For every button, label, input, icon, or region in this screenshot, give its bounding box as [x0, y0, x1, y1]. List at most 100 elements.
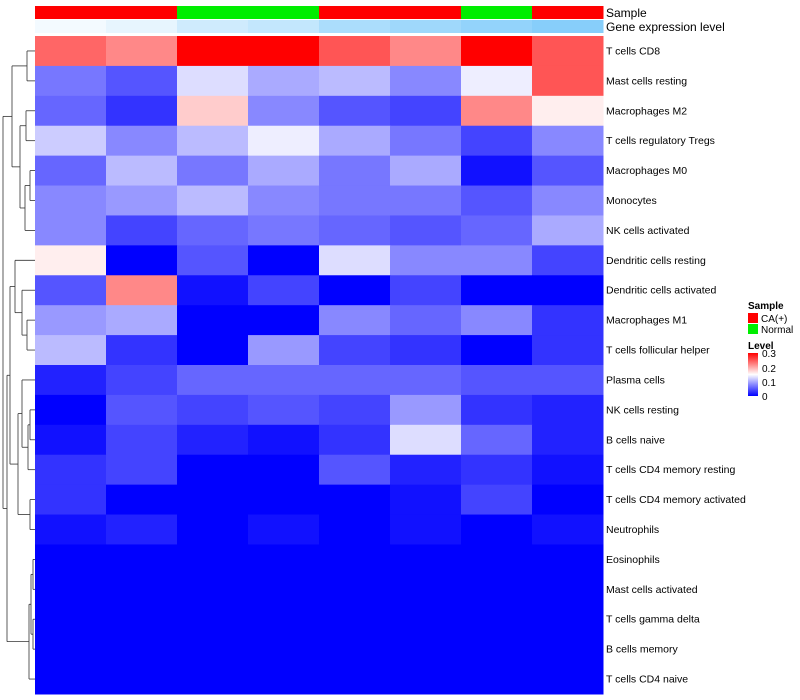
expression-annotation-cell — [35, 20, 107, 33]
heatmap-cell — [461, 305, 533, 336]
heatmap-cell — [106, 65, 178, 97]
heatmap-cell — [177, 454, 249, 486]
row-label: Macrophages M2 — [606, 105, 687, 117]
heatmap-cell — [106, 664, 178, 695]
row-dendrogram — [2, 50, 35, 680]
row-label: Plasma cells — [606, 374, 665, 386]
heatmap-cell — [461, 365, 533, 396]
legend-tick-0.3: 0.3 — [762, 349, 776, 360]
heatmap-cell — [319, 215, 391, 246]
heatmap-cell — [532, 215, 604, 246]
heatmap-cell — [106, 125, 178, 157]
sample-annotation-cell — [319, 6, 391, 19]
heatmap-cell — [35, 604, 107, 635]
heatmap-cell — [35, 215, 107, 246]
heatmap-cell — [35, 275, 107, 306]
heatmap-cell — [177, 305, 249, 336]
heatmap-cell — [177, 514, 249, 545]
heatmap-cell — [461, 544, 533, 575]
heatmap-cell — [390, 394, 462, 426]
heatmap-cell — [390, 215, 462, 246]
heatmap-cell — [106, 245, 178, 276]
heatmap-cell — [248, 604, 320, 635]
legend-entry-ca: CA(+) — [761, 314, 787, 325]
heatmap-cell — [35, 424, 107, 456]
row-label: T cells gamma delta — [606, 614, 700, 626]
heatmap-cell — [390, 574, 462, 605]
sample-annotation-cell — [461, 6, 533, 19]
heatmap-cell — [390, 65, 462, 97]
row-label: B cells naive — [606, 434, 665, 446]
heatmap-cell — [106, 454, 178, 486]
heatmap-cell — [532, 125, 604, 157]
heatmap-cell — [248, 65, 320, 97]
heatmap-cell — [390, 544, 462, 575]
heatmap-cell — [248, 544, 320, 575]
heatmap-cell — [35, 544, 107, 575]
expression-annotation-cell — [390, 20, 462, 33]
heatmap-cell — [390, 305, 462, 336]
heatmap-cell — [177, 95, 249, 127]
heatmap-cell — [461, 394, 533, 426]
heatmap-cell — [319, 484, 391, 516]
heatmap-cell — [461, 574, 533, 605]
row-label: NK cells resting — [606, 404, 679, 416]
heatmap-cell — [532, 394, 604, 426]
heatmap-cell — [461, 245, 533, 276]
heatmap-cell — [319, 514, 391, 545]
heatmap-cell — [390, 514, 462, 545]
heatmap-cell — [106, 394, 178, 426]
heatmap-cell — [319, 95, 391, 127]
heatmap-cell — [532, 634, 604, 665]
heatmap-cell — [177, 394, 249, 426]
heatmap-cell — [461, 185, 533, 216]
row-label: Eosinophils — [606, 554, 660, 566]
heatmap-cell — [532, 305, 604, 336]
heatmap-cell — [319, 305, 391, 336]
heatmap-cell — [461, 155, 533, 187]
heatmap-cell — [390, 95, 462, 127]
heatmap-cell — [106, 604, 178, 635]
heatmap-cell — [461, 484, 533, 516]
row-label: Macrophages M0 — [606, 165, 687, 177]
heatmap-cell — [177, 335, 249, 366]
heatmap-cell — [106, 365, 178, 396]
heatmap-cell — [248, 245, 320, 276]
heatmap-cell — [177, 215, 249, 246]
legend-sample-title: Sample — [748, 301, 784, 312]
legend-level-gradient — [748, 353, 758, 396]
heatmap-cell — [248, 36, 320, 67]
heatmap-cell — [248, 664, 320, 695]
heatmap-cell — [248, 454, 320, 486]
annotation-label-sample: Sample — [606, 6, 647, 20]
heatmap-cell — [532, 424, 604, 456]
heatmap-cell — [35, 185, 107, 216]
heatmap-cell — [319, 664, 391, 695]
heatmap-cell — [177, 155, 249, 187]
heatmap-cell — [319, 574, 391, 605]
heatmap-cell — [319, 245, 391, 276]
heatmap-cell — [35, 245, 107, 276]
legend-level-title: Level — [748, 341, 774, 352]
heatmap-cell — [35, 95, 107, 127]
heatmap-cell — [319, 36, 391, 67]
row-label: Neutrophils — [606, 524, 659, 536]
row-labels: T cells CD8 Mast cells resting Macrophages… — [606, 45, 746, 685]
heatmap-cell — [35, 394, 107, 426]
legend-swatch-ca — [748, 313, 758, 323]
row-label: T cells CD4 naive — [606, 674, 688, 686]
heatmap-cell — [248, 394, 320, 426]
heatmap-cell — [35, 514, 107, 545]
heatmap-cell — [390, 365, 462, 396]
heatmap-cell — [248, 95, 320, 127]
heatmap-cell — [106, 36, 178, 67]
sample-annotation-cell — [106, 6, 178, 19]
heatmap-cell — [177, 185, 249, 216]
heatmap-cell — [532, 95, 604, 127]
heatmap-cell — [532, 454, 604, 486]
heatmap-cell — [390, 125, 462, 157]
heatmap-cell — [248, 335, 320, 366]
annotation-label-gene-expression: Gene expression level — [606, 20, 725, 34]
heatmap-cell — [319, 125, 391, 157]
